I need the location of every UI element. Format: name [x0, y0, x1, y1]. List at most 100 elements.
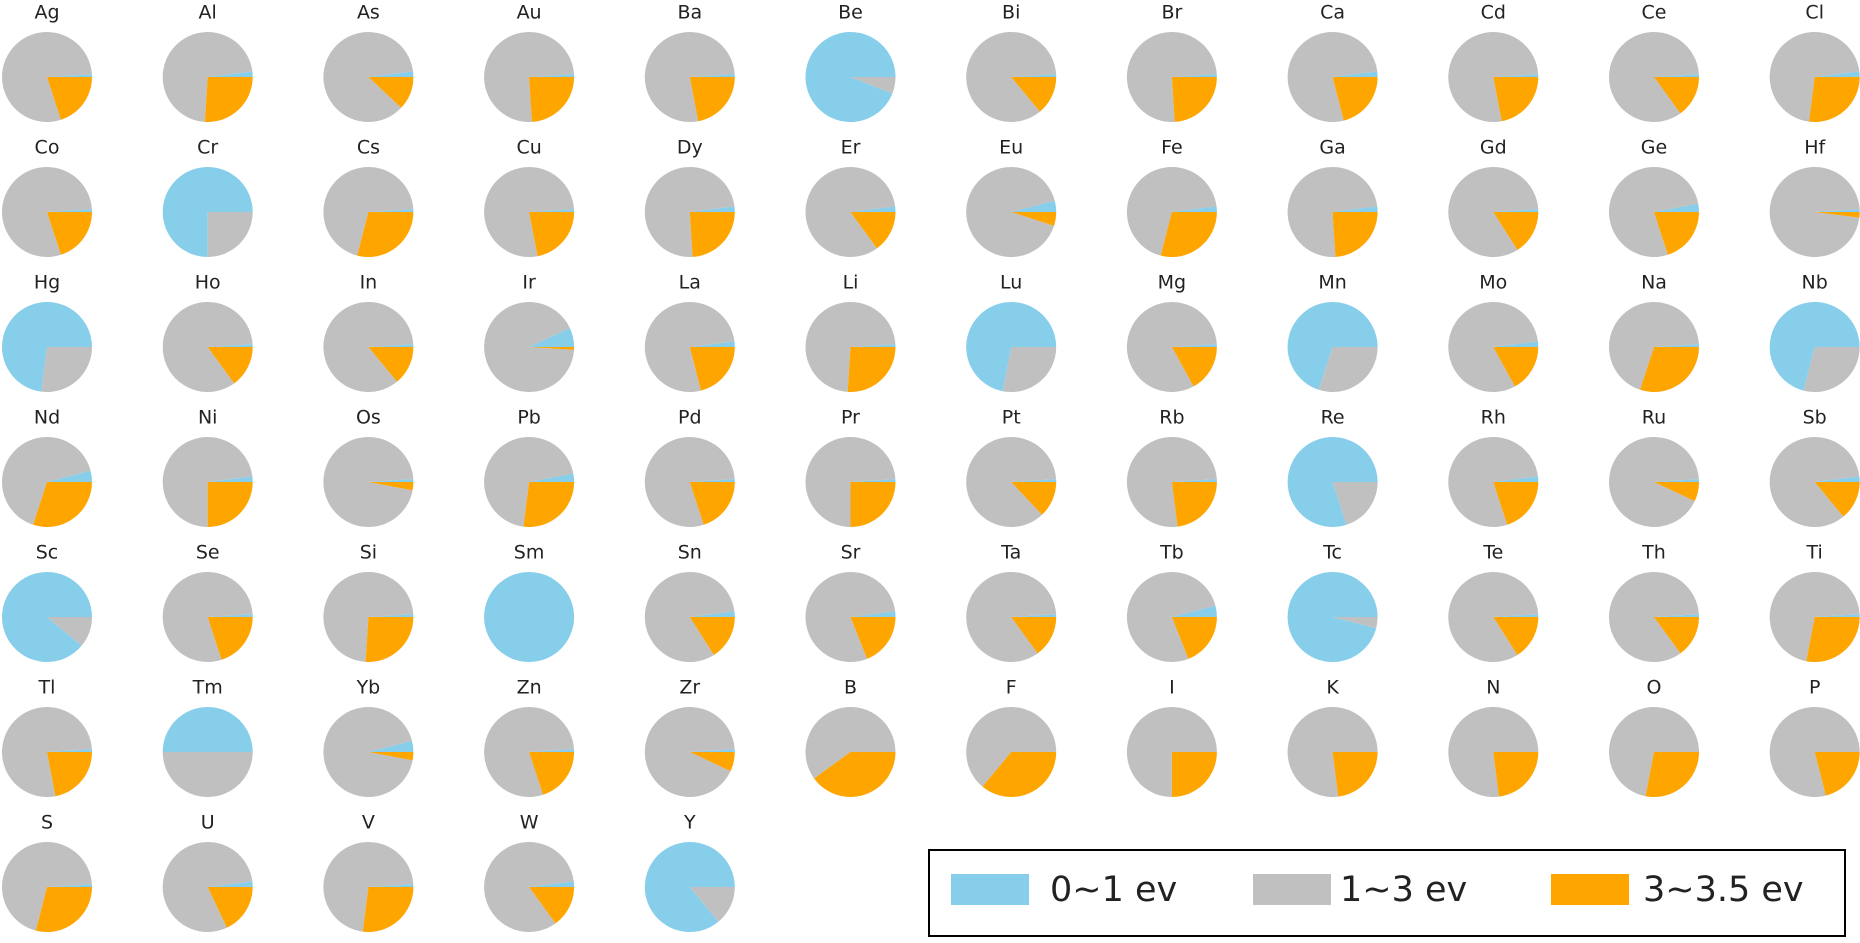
pie-slice	[162, 572, 253, 663]
pie-title: Bi	[1002, 2, 1020, 24]
pie-chart: Cu	[484, 137, 575, 257]
pie-title: V	[362, 812, 375, 834]
pie-slice	[1287, 301, 1378, 390]
pie-slice	[529, 327, 575, 347]
pie-slice	[1814, 752, 1860, 796]
pie-slice	[323, 842, 414, 932]
pie-slice	[689, 611, 735, 617]
pie-title: Th	[1641, 542, 1666, 564]
pie-slice	[1332, 77, 1378, 121]
pie-slice	[1814, 71, 1860, 77]
pie-slice	[847, 347, 896, 392]
pie-slice	[1011, 614, 1057, 617]
pie-slice	[47, 884, 92, 887]
pie-slice	[1814, 209, 1860, 212]
legend-swatch	[1551, 874, 1629, 905]
pie-chart: Nd	[2, 407, 92, 528]
pie-slice	[2, 302, 92, 392]
pie-title: Yb	[356, 677, 381, 699]
pie-chart: Na	[1609, 272, 1699, 393]
pie-slice	[207, 347, 253, 384]
pie-title: Pd	[678, 407, 702, 429]
pie-chart: Mo	[1448, 272, 1539, 393]
pie-title: Mn	[1318, 272, 1346, 294]
legend: 0~1 ev 1~3 ev 3~3.5 ev	[928, 849, 1846, 937]
pie-slice	[484, 842, 574, 933]
pie-chart: Cr	[162, 137, 253, 257]
pie-chart: N	[1448, 677, 1539, 797]
pie-title: W	[520, 812, 539, 834]
pie-chart: Sc	[1, 542, 92, 662]
pie-slice	[1609, 167, 1699, 258]
pie-chart: Pr	[805, 407, 896, 527]
pie-slice	[35, 887, 92, 933]
pie-title: Ba	[677, 2, 702, 24]
pie-slice	[1287, 706, 1378, 798]
pie-title: Hf	[1804, 137, 1826, 159]
pie-slice	[323, 31, 414, 122]
pie-chart: Li	[805, 272, 896, 392]
pie-slice	[1769, 32, 1860, 122]
pie-slice	[644, 437, 735, 527]
pie-title: Sm	[514, 542, 545, 564]
pie-title: Si	[360, 542, 377, 564]
pie-chart: Ho	[162, 272, 253, 393]
pie-title: Rh	[1481, 407, 1506, 429]
pie-slice	[966, 302, 1057, 392]
pie-slice	[1645, 752, 1699, 797]
pie-chart: Yb	[323, 677, 414, 798]
pie-slice	[47, 212, 92, 255]
pie-slice	[162, 707, 253, 752]
pie-chart: Lu	[966, 272, 1057, 392]
pie-slice	[1769, 166, 1860, 257]
pie-slice	[1654, 344, 1699, 347]
pie-title: Ga	[1319, 137, 1345, 159]
pie-title: B	[844, 677, 857, 699]
pie-slice	[1654, 617, 1699, 654]
pie-slice	[1493, 476, 1539, 482]
pie-slice	[966, 31, 1057, 122]
pie-slice	[162, 841, 253, 932]
pie-slice	[1, 167, 92, 258]
pie-slice	[162, 752, 253, 797]
pie-chart: Sb	[1769, 407, 1860, 527]
pie-title: Tm	[192, 677, 223, 699]
pie-slice	[850, 212, 896, 249]
pie-title: K	[1326, 677, 1339, 699]
pie-slice	[1493, 482, 1539, 525]
pie-slice	[805, 166, 896, 257]
pie-slice	[47, 209, 92, 212]
pie-chart: Ba	[644, 2, 735, 123]
legend-swatch	[1253, 874, 1331, 905]
pie-slice	[1814, 476, 1860, 482]
pie-title: Os	[356, 407, 381, 429]
pie-slice	[1287, 572, 1378, 663]
pie-slice	[162, 437, 253, 527]
pie-slice	[323, 167, 414, 256]
pie-slice	[850, 344, 896, 347]
pie-slice	[529, 752, 575, 795]
pie-slice	[1318, 347, 1378, 392]
pie-slice	[1493, 209, 1539, 212]
pie-slice	[805, 572, 896, 663]
pie-slice	[207, 71, 253, 77]
pie-title: Cu	[516, 137, 541, 159]
pie-slice	[1171, 605, 1217, 617]
pie-slice	[689, 77, 735, 122]
pie-slice	[368, 347, 414, 382]
pie-slice	[966, 706, 1057, 787]
pie-slice	[644, 302, 735, 392]
pie-chart: Y	[644, 812, 735, 932]
pie-title: Li	[843, 272, 859, 294]
pie-title: Sc	[36, 542, 59, 564]
pie-title: In	[360, 272, 378, 294]
pie-slice	[1171, 752, 1217, 797]
pie-slice	[1011, 200, 1057, 212]
pie-chart: O	[1609, 677, 1699, 797]
pie-slice	[1814, 482, 1860, 517]
pie-slice	[1493, 614, 1539, 617]
pie-slice	[1126, 572, 1216, 662]
pie-slice	[1609, 571, 1699, 662]
pie-slice	[362, 887, 414, 932]
